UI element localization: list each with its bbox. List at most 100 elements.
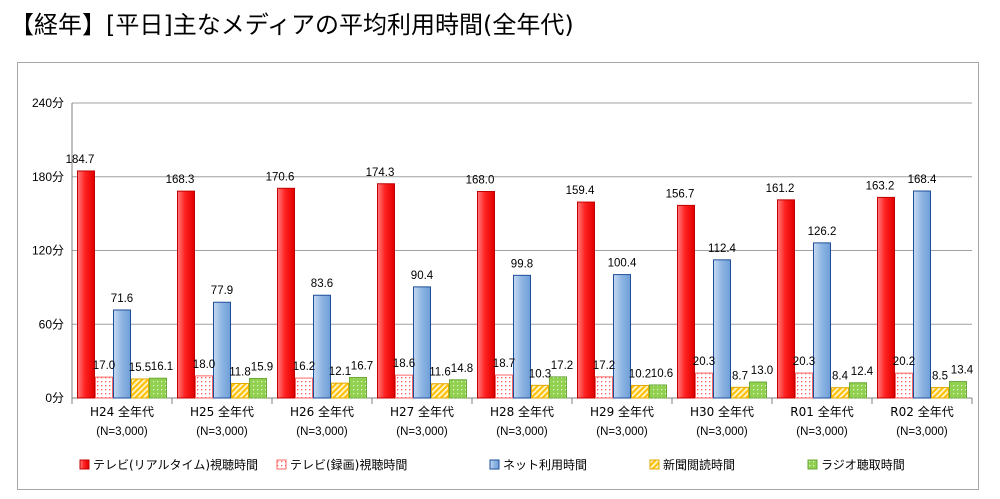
data-label: 8.5 <box>932 371 948 383</box>
y-tick-label: 60分 <box>39 317 64 331</box>
x-tick-label: R01 全年代 <box>790 404 853 419</box>
bar <box>631 384 649 399</box>
x-tick-sublabel: (N=3,000) <box>496 426 548 438</box>
bar <box>677 204 695 399</box>
data-label: 168.3 <box>166 174 195 186</box>
data-label: 163.2 <box>866 180 895 192</box>
data-label: 174.3 <box>366 167 395 179</box>
data-label: 12.1 <box>329 366 351 378</box>
bar <box>877 196 895 399</box>
x-tick-sublabel: (N=3,000) <box>196 426 248 438</box>
legend-swatch <box>79 459 90 470</box>
x-tick-sublabel: (N=3,000) <box>96 426 148 438</box>
x-tick-sublabel: (N=3,000) <box>296 426 348 438</box>
x-tick-label: H26 全年代 <box>290 404 354 419</box>
bar <box>777 199 795 399</box>
data-label: 8.4 <box>832 371 849 383</box>
data-label: 10.6 <box>651 368 673 380</box>
y-tick-label: 120分 <box>32 244 64 258</box>
data-label: 16.7 <box>351 360 373 372</box>
bar <box>949 381 967 399</box>
data-label: 14.8 <box>451 363 473 375</box>
data-label: 17.2 <box>551 360 573 372</box>
data-label: 112.4 <box>708 243 737 255</box>
x-tick-label: H30 全年代 <box>690 404 754 419</box>
bar <box>595 376 613 399</box>
bar <box>613 274 631 399</box>
x-tick-sublabel: (N=3,000) <box>696 426 748 438</box>
x-tick-sublabel: (N=3,000) <box>896 426 948 438</box>
bar <box>795 372 813 399</box>
bar <box>531 384 549 399</box>
data-label: 71.6 <box>111 293 133 305</box>
bar <box>213 301 231 399</box>
data-label: 12.4 <box>851 366 874 378</box>
bar <box>295 377 313 399</box>
bar <box>449 379 467 399</box>
data-label: 17.2 <box>593 360 615 372</box>
bar <box>577 201 595 399</box>
bar <box>231 382 249 399</box>
data-label: 10.2 <box>629 368 651 380</box>
data-label: 100.4 <box>608 258 637 270</box>
data-label: 13.0 <box>751 365 773 377</box>
data-label: 17.0 <box>93 360 115 372</box>
data-label: 16.1 <box>151 361 173 373</box>
data-label: 15.9 <box>251 361 273 373</box>
bar <box>431 383 449 399</box>
data-label: 161.2 <box>766 183 795 195</box>
x-tick-label: H25 全年代 <box>190 404 254 419</box>
bar <box>149 377 167 399</box>
bar <box>413 286 431 399</box>
bar <box>749 381 767 399</box>
bar <box>95 376 113 399</box>
x-tick-label: R02 全年代 <box>890 404 953 419</box>
bar <box>731 386 749 399</box>
x-tick-sublabel: (N=3,000) <box>396 426 448 438</box>
data-label: 168.0 <box>466 175 495 187</box>
bar <box>549 376 567 399</box>
bar <box>349 376 367 399</box>
data-label: 13.4 <box>951 365 974 377</box>
data-label: 20.3 <box>693 356 715 368</box>
x-tick-label: H24 全年代 <box>90 404 154 419</box>
legend-label: ネット利用時間 <box>503 458 587 472</box>
data-label: 8.7 <box>732 370 748 382</box>
data-label: 15.5 <box>129 362 151 374</box>
bar <box>313 294 331 399</box>
bar <box>477 191 495 399</box>
data-label: 16.2 <box>293 361 315 373</box>
y-tick-label: 240分 <box>32 96 64 110</box>
bar <box>277 187 295 399</box>
bar <box>913 190 931 399</box>
bar <box>113 309 131 399</box>
data-label: 126.2 <box>808 226 837 238</box>
data-label: 20.3 <box>793 356 815 368</box>
data-label: 18.0 <box>193 359 215 371</box>
legend-swatch <box>489 459 500 470</box>
data-label: 11.8 <box>229 366 251 378</box>
bar <box>331 382 349 399</box>
bar <box>131 378 149 399</box>
legend-swatch <box>649 459 660 470</box>
data-label: 184.7 <box>66 154 95 166</box>
y-tick-label: 180分 <box>32 170 64 184</box>
bar <box>495 374 513 399</box>
data-label: 18.7 <box>493 358 515 370</box>
bar <box>831 387 849 399</box>
data-label: 159.4 <box>566 185 595 197</box>
legend-swatch <box>276 459 287 470</box>
bar <box>395 374 413 399</box>
bar <box>695 372 713 399</box>
bar <box>195 375 213 399</box>
legend-swatch <box>807 459 818 470</box>
bar <box>377 183 395 399</box>
bar <box>813 242 831 399</box>
data-label: 18.6 <box>393 358 415 370</box>
data-label: 90.4 <box>411 270 434 282</box>
x-tick-label: H27 全年代 <box>390 404 454 419</box>
x-tick-sublabel: (N=3,000) <box>596 426 648 438</box>
bar <box>649 384 667 399</box>
legend-label: 新聞閲読時間 <box>663 457 735 472</box>
